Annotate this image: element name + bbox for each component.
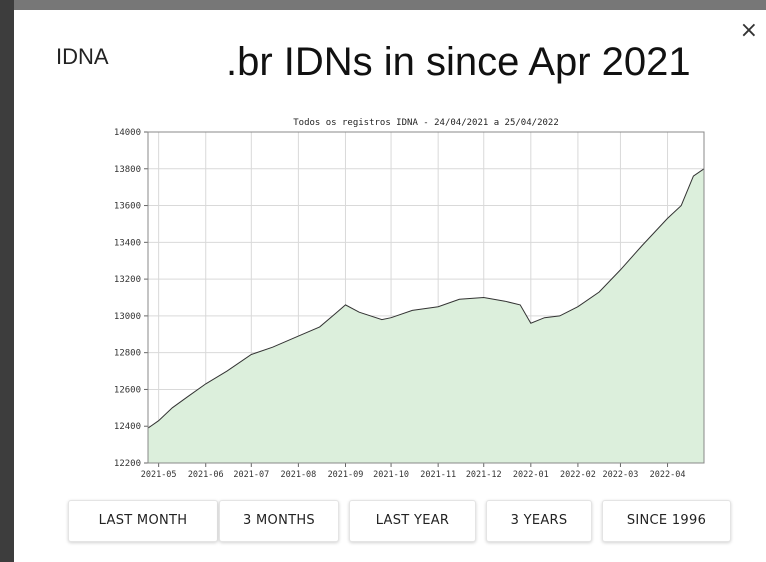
- chart-modal: × IDNA 12200 12400 12600 12800 13000 13200 134…: [14, 10, 766, 562]
- y-tick-label: 12200: [114, 459, 141, 469]
- y-tick-label: 13600: [114, 202, 141, 212]
- chart-container: 12200 12400 12600 12800 13000 13200 13400 13600…: [106, 110, 718, 480]
- chart-title: Todos os registros IDNA - 24/04/2021 a 2…: [293, 118, 559, 128]
- background-page: [0, 0, 14, 562]
- y-tick-label: 12800: [114, 349, 141, 359]
- y-tick-label: 13400: [114, 238, 141, 248]
- chart-headline: .br IDNs in since Apr 2021: [226, 40, 691, 84]
- x-tick-label: 2021-12: [466, 470, 502, 480]
- close-icon[interactable]: ×: [739, 18, 758, 43]
- y-tick-label: 13000: [114, 312, 141, 322]
- x-tick-label: 2022-02: [560, 470, 596, 480]
- idn-area-chart: 12200 12400 12600 12800 13000 13200 13400 13600…: [114, 118, 705, 480]
- last-month-button[interactable]: LAST MONTH: [68, 500, 218, 542]
- y-tick-label: 13800: [114, 165, 141, 175]
- y-tick-label: 12400: [114, 422, 141, 432]
- last-year-button[interactable]: LAST YEAR: [349, 500, 476, 542]
- series-area: [148, 168, 704, 464]
- x-tick-label: 2021-06: [188, 470, 224, 480]
- since-1996-button[interactable]: SINCE 1996: [602, 500, 731, 542]
- x-tick-label: 2021-09: [328, 470, 364, 480]
- x-tick-label: 2022-01: [513, 470, 549, 480]
- x-tick-label: 2021-11: [420, 470, 456, 480]
- y-tick-label: 14000: [114, 128, 141, 138]
- x-tick-label: 2022-04: [650, 470, 686, 480]
- y-tick-label: 12600: [114, 385, 141, 395]
- background-header: [14, 0, 766, 10]
- series-line: [147, 168, 705, 429]
- y-tick-label: 13200: [114, 275, 141, 285]
- x-tick-label: 2021-05: [141, 470, 177, 480]
- range-button-group: LAST MONTH 3 MONTHS LAST YEAR 3 YEARS SI…: [68, 500, 748, 542]
- plot-border: [147, 131, 705, 464]
- three-months-button[interactable]: 3 MONTHS: [219, 500, 339, 542]
- x-tick-label: 2021-07: [233, 470, 269, 480]
- x-tick-label: 2021-08: [280, 470, 316, 480]
- x-tick-label: 2021-10: [373, 470, 409, 480]
- three-years-button[interactable]: 3 YEARS: [486, 500, 592, 542]
- x-tick-label: 2022-03: [603, 470, 639, 480]
- modal-label: IDNA: [56, 44, 109, 69]
